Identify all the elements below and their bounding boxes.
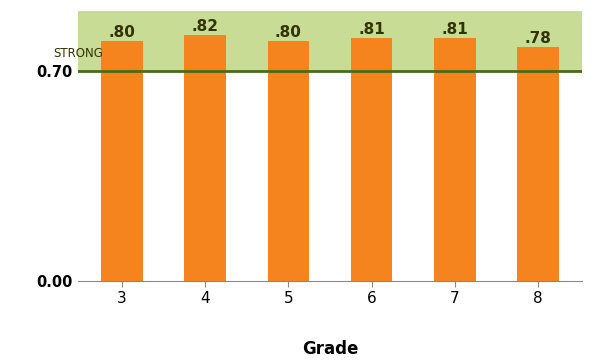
Text: .81: .81 — [442, 22, 469, 37]
Bar — [268, 41, 309, 281]
Text: Grade: Grade — [302, 340, 358, 358]
Bar — [78, 11, 582, 71]
Bar — [434, 38, 476, 281]
Bar — [101, 41, 143, 281]
Text: .82: .82 — [191, 19, 218, 34]
Text: .80: .80 — [108, 25, 135, 40]
Text: .81: .81 — [358, 22, 385, 37]
Bar — [351, 38, 392, 281]
Text: .80: .80 — [275, 25, 302, 40]
Text: .78: .78 — [525, 31, 552, 46]
Text: STRONG: STRONG — [53, 47, 103, 60]
Bar — [184, 35, 226, 281]
Bar — [517, 47, 559, 281]
